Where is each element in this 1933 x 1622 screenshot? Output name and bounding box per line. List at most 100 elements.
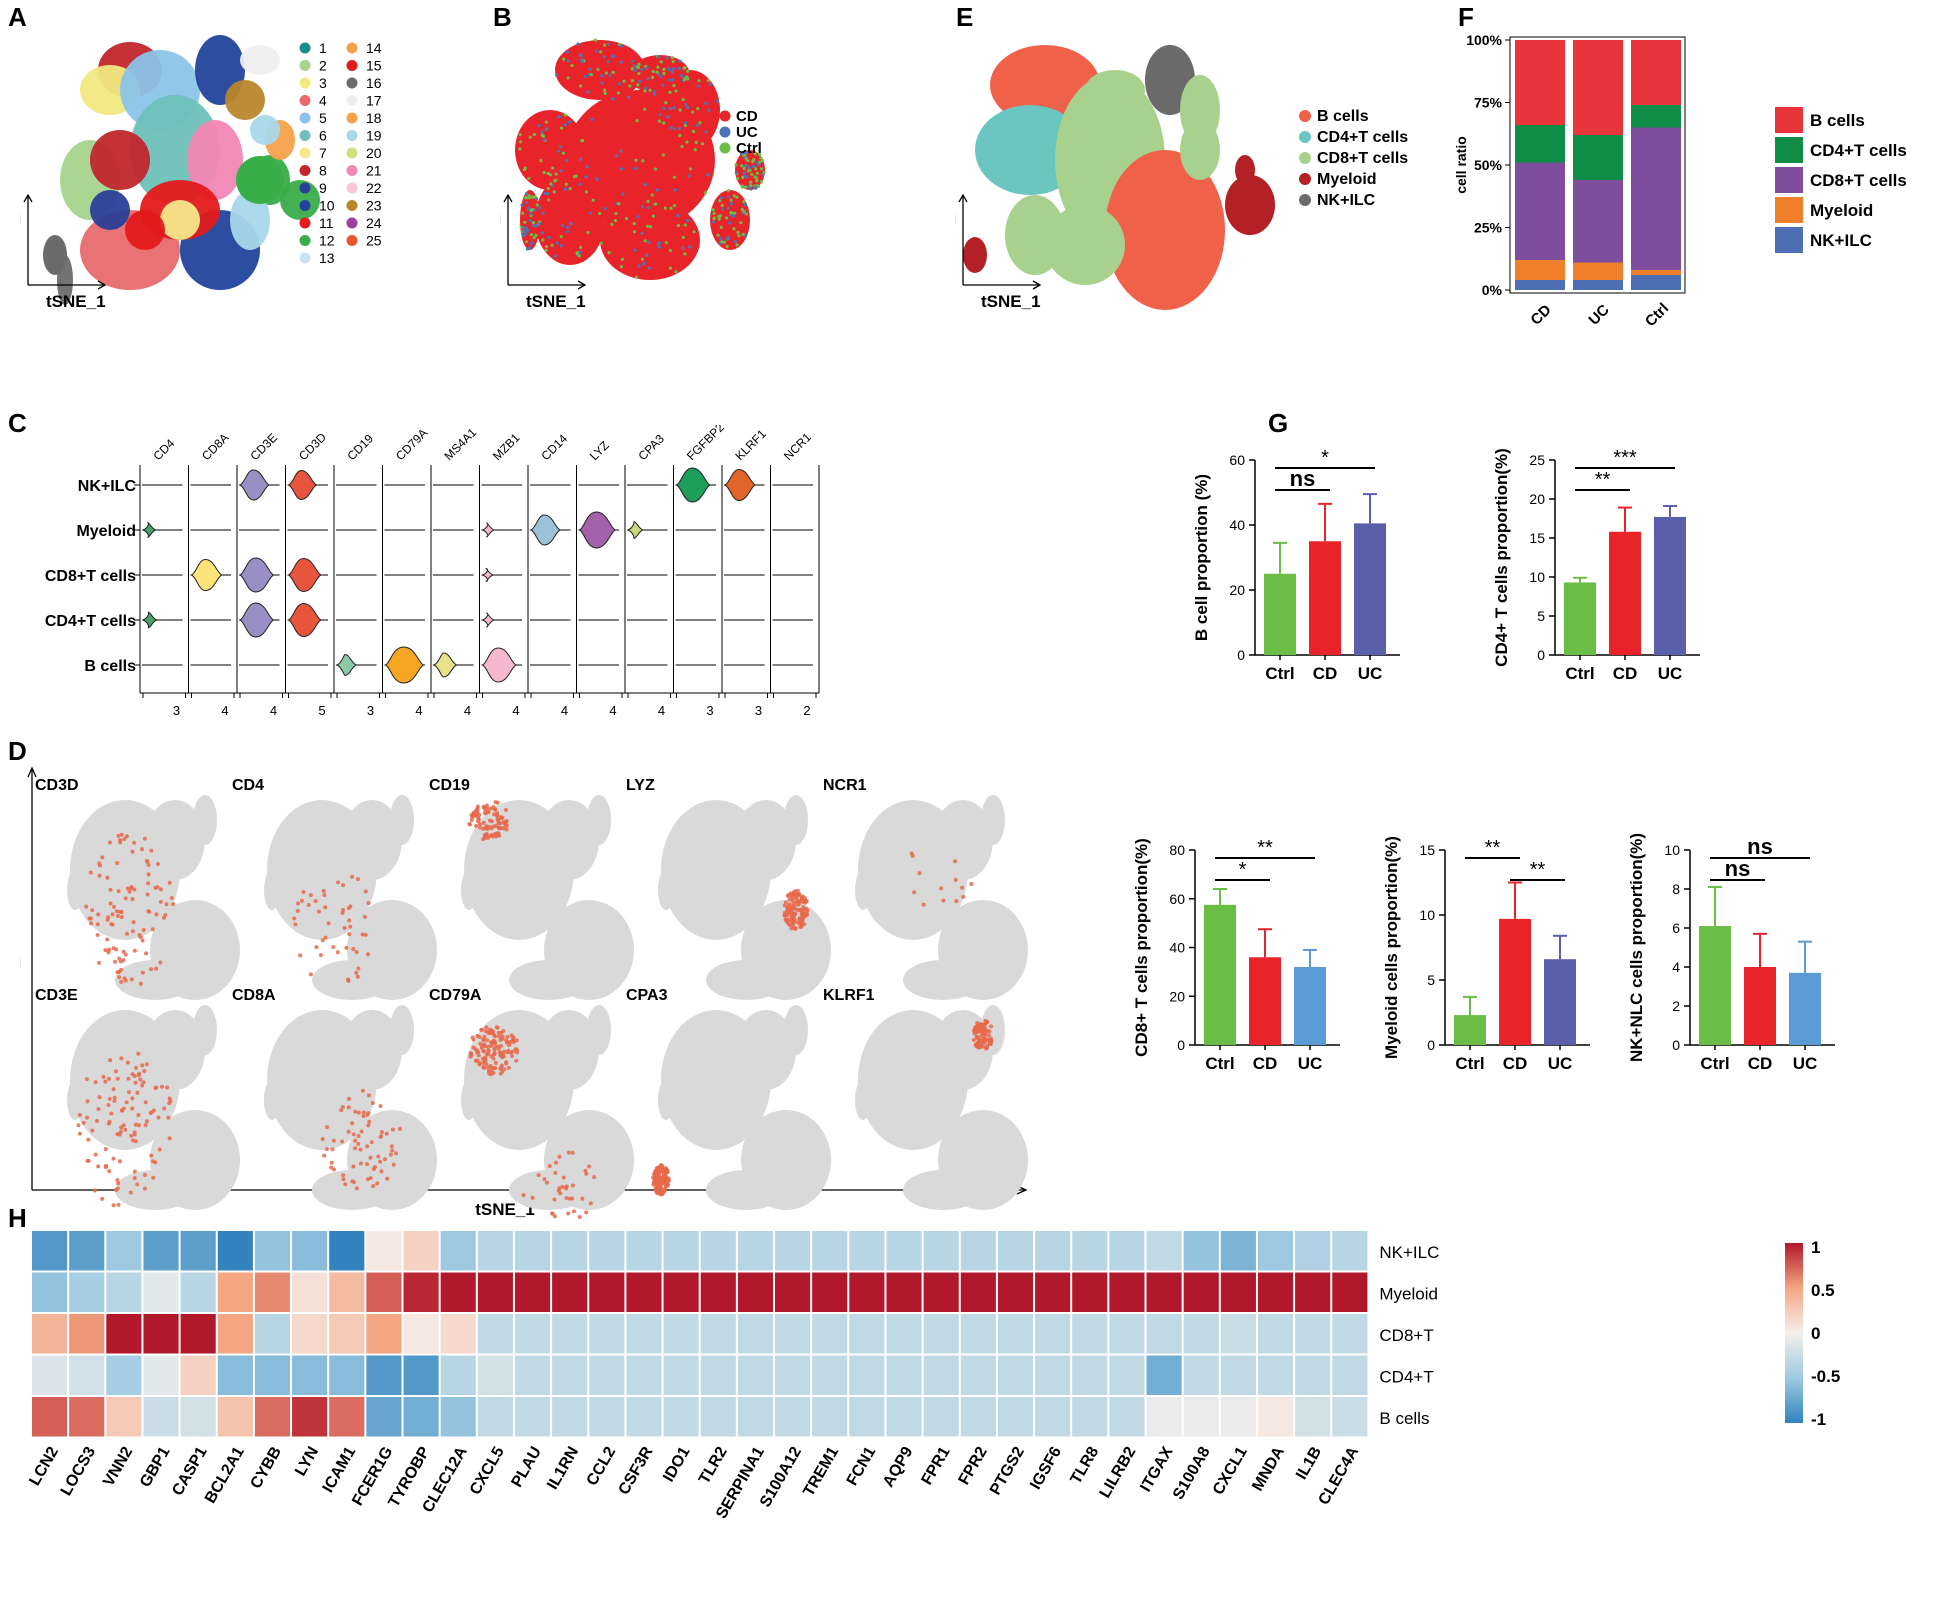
expressing-cell <box>794 900 799 905</box>
expressing-cell <box>340 1139 345 1144</box>
cell-point <box>653 202 658 206</box>
expressing-cell <box>106 950 111 955</box>
y-tick-label: 0 <box>1672 1037 1680 1053</box>
expressing-cell <box>961 894 966 899</box>
cell-point <box>719 237 723 241</box>
significance-label: ** <box>1595 469 1611 491</box>
cell-point <box>544 127 548 132</box>
heatmap-cell <box>292 1314 328 1354</box>
expressing-cell <box>124 931 129 936</box>
heatmap-cell <box>1035 1314 1071 1354</box>
cell-point <box>620 257 624 261</box>
heatmap-cell <box>1295 1314 1331 1354</box>
expressing-cell <box>115 860 120 865</box>
axis-max-label: 4 <box>464 703 471 718</box>
expressing-cell <box>130 1096 135 1101</box>
expressing-cell <box>369 1140 374 1145</box>
legend-marker <box>1299 131 1311 143</box>
expressing-cell <box>132 1132 137 1137</box>
cell-point <box>734 163 738 167</box>
y-tick-label: 5 <box>1537 608 1545 624</box>
expressing-cell <box>136 1123 141 1128</box>
expressing-cell <box>505 1034 510 1039</box>
cell-point <box>726 195 731 199</box>
cell-point <box>758 153 762 157</box>
expressing-cell <box>486 1049 491 1054</box>
cell-point <box>529 212 533 216</box>
cell-point <box>568 187 572 191</box>
cell-point <box>551 166 555 170</box>
cell-point <box>524 196 528 200</box>
expressing-cell <box>111 1203 116 1208</box>
expressing-cell <box>316 909 321 914</box>
y-tick-label: 100% <box>1466 32 1502 48</box>
cell-point <box>748 168 752 172</box>
heatmap-cell <box>217 1397 253 1437</box>
colorbar-tick-label: -1 <box>1811 1410 1826 1429</box>
expressing-cell <box>346 1096 351 1101</box>
expressing-cell <box>144 858 149 863</box>
heatmap-cell <box>143 1355 179 1395</box>
expressing-cell <box>353 1146 358 1151</box>
bar <box>1744 967 1776 1045</box>
cell-point <box>557 115 561 119</box>
expressing-cell <box>478 822 483 827</box>
heatmap-cell <box>812 1272 848 1312</box>
cell-point <box>755 161 759 165</box>
bar <box>1699 926 1731 1045</box>
cell-point <box>560 223 565 228</box>
cell-point <box>743 203 748 207</box>
heatmap-cell <box>886 1314 922 1354</box>
cell-point <box>632 222 636 226</box>
heatmap-cell <box>1109 1272 1145 1312</box>
cell-point <box>521 211 525 215</box>
heatmap-cell <box>960 1314 996 1354</box>
legend-label: Myeloid <box>1317 171 1377 188</box>
colorbar <box>1785 1243 1803 1423</box>
heatmap-cell <box>663 1272 699 1312</box>
cell-point <box>653 167 657 171</box>
background-cells <box>587 795 611 845</box>
y-tick-label: 0% <box>1482 282 1503 298</box>
violin-shape <box>287 602 323 638</box>
column-label: IL1B <box>1293 1444 1325 1483</box>
cell-point <box>563 123 567 127</box>
expressing-cell <box>133 1122 138 1127</box>
cell-point <box>735 243 739 247</box>
cell-point <box>740 207 744 211</box>
feature-plot: CD19 <box>429 777 634 1000</box>
expressing-cell <box>95 922 100 927</box>
legend-marker <box>719 142 731 154</box>
gene-label: CD79A <box>393 426 430 463</box>
cell-point <box>524 200 529 205</box>
background-cells <box>539 800 599 880</box>
cell-point <box>759 156 763 160</box>
x-axis-arrow <box>97 280 107 290</box>
expressing-cell <box>140 847 145 852</box>
heatmap-cell <box>403 1314 439 1354</box>
expressing-cell <box>112 1099 117 1104</box>
legend-label: CD8+T cells <box>1317 150 1408 167</box>
expressing-cell <box>366 952 371 957</box>
cell-point <box>533 195 537 199</box>
expressing-cell <box>88 870 93 875</box>
expressing-cell <box>308 972 313 977</box>
cell-point <box>668 106 673 111</box>
heatmap-cell <box>217 1231 253 1271</box>
cell-point <box>553 254 557 258</box>
expressing-cell <box>84 1077 89 1082</box>
expressing-cell <box>126 1076 131 1081</box>
cell-point <box>749 187 753 191</box>
cell-point <box>720 240 724 244</box>
expressing-cell <box>921 902 926 907</box>
x-tick-label: Ctrl <box>1265 664 1294 683</box>
expressing-cell <box>792 912 797 917</box>
expressing-cell <box>103 1079 108 1084</box>
column-label: CYBB <box>248 1444 285 1492</box>
cell-point <box>686 69 690 73</box>
gene-label: KLRF1 <box>732 427 769 464</box>
cluster-legend: 1234567891011121314151617181920212223242… <box>299 40 382 266</box>
cell-point <box>578 84 583 88</box>
column-label: CSF3R <box>615 1444 656 1498</box>
heatmap-cell <box>737 1397 773 1437</box>
